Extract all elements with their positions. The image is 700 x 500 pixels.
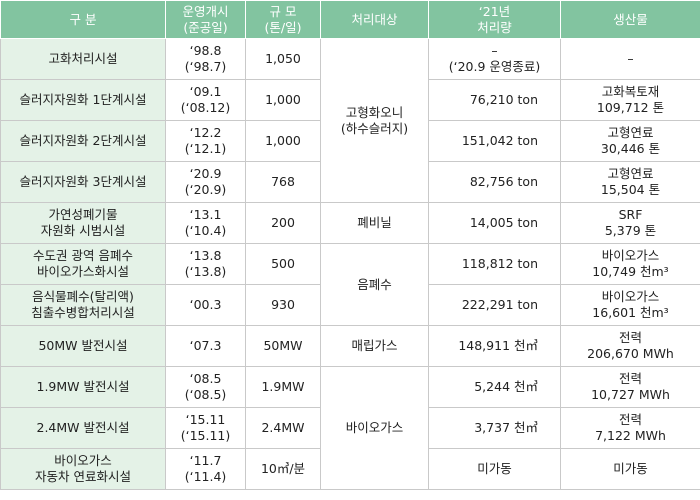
- target-cell: 음폐수: [320, 243, 429, 326]
- product-cell: 미가동: [560, 448, 700, 490]
- facility-cell: 가연성폐기물 자원화 시범시설: [0, 202, 166, 244]
- start-cell: ‘12.2 (‘12.1): [165, 120, 246, 162]
- start-cell: ‘15.11 (‘15.11): [165, 407, 246, 449]
- amount-cell: 222,291 ton: [428, 284, 561, 326]
- header-cell: 구 분: [0, 0, 166, 39]
- amount-cell: 미가동: [428, 448, 561, 490]
- capacity-cell: 1,000: [245, 79, 321, 121]
- amount-cell: 118,812 ton: [428, 243, 561, 285]
- product-cell: 전력 206,670 MWh: [560, 325, 700, 367]
- table-row: 2.4MW 발전시설 ‘15.11 (‘15.11) 2.4MW 3,737 천㎥ 전력…: [0, 407, 700, 449]
- capacity-cell: 1.9MW: [245, 366, 321, 408]
- product-cell: 바이오가스 16,601 천m³: [560, 284, 700, 326]
- table-row: 슬러지자원화 2단계시설 ‘12.2 (‘12.1) 1,000 151,042 to…: [0, 120, 700, 162]
- start-cell: ‘11.7 (‘11.4): [165, 448, 246, 490]
- start-cell: ‘00.3: [165, 284, 246, 326]
- table-row: 고화처리시설 ‘98.8 (‘98.7) 1,050 고형화오니 (하수슬러지) – (…: [0, 38, 700, 203]
- start-cell: ‘20.9 (‘20.9): [165, 161, 246, 203]
- facility-cell: 음식물폐수(탈리액) 침출수병합처리시설: [0, 284, 166, 326]
- header-cell: 운영개시 (준공일): [165, 0, 246, 39]
- header-cell: 처리대상: [320, 0, 429, 39]
- start-cell: ‘07.3: [165, 325, 246, 367]
- amount-cell: 14,005 ton: [428, 202, 561, 244]
- product-cell: SRF 5,379 톤: [560, 202, 700, 244]
- facility-cell: 50MW 발전시설: [0, 325, 166, 367]
- header-cell: 규 모 (톤/일): [245, 0, 321, 39]
- capacity-cell: 200: [245, 202, 321, 244]
- start-cell: ‘08.5 (‘08.5): [165, 366, 246, 408]
- product-cell: 전력 7,122 MWh: [560, 407, 700, 449]
- product-cell: 고화복토재 109,712 톤: [560, 79, 700, 121]
- header-row: 구 분 운영개시 (준공일) 규 모 (톤/일) 처리대상 ‘21년 처리량 생산물: [0, 0, 700, 39]
- target-cell: 고형화오니 (하수슬러지): [320, 38, 429, 203]
- start-cell: ‘13.1 (‘10.4): [165, 202, 246, 244]
- product-cell: 고형연료 15,504 톤: [560, 161, 700, 203]
- header-cell: 생산물: [560, 0, 700, 39]
- table-body: 고화처리시설 ‘98.8 (‘98.7) 1,050 고형화오니 (하수슬러지) – (…: [0, 38, 700, 490]
- header-cell: ‘21년 처리량: [428, 0, 561, 39]
- product-cell: 고형연료 30,446 톤: [560, 120, 700, 162]
- capacity-cell: 930: [245, 284, 321, 326]
- facility-cell: 수도권 광역 음폐수 바이오가스화시설: [0, 243, 166, 285]
- capacity-cell: 1,000: [245, 120, 321, 162]
- table-row: 슬러지자원화 3단계시설 ‘20.9 (‘20.9) 768 82,756 ton 고형…: [0, 161, 700, 203]
- facility-cell: 슬러지자원화 3단계시설: [0, 161, 166, 203]
- target-cell: 매립가스: [320, 325, 429, 367]
- product-cell: 바이오가스 10,749 천m³: [560, 243, 700, 285]
- table-row: 슬러지자원화 1단계시설 ‘09.1 (‘08.12) 1,000 76,210 to…: [0, 79, 700, 121]
- facility-cell: 2.4MW 발전시설: [0, 407, 166, 449]
- facility-cell: 1.9MW 발전시설: [0, 366, 166, 408]
- capacity-cell: 1,050: [245, 38, 321, 80]
- capacity-cell: 768: [245, 161, 321, 203]
- capacity-cell: 50MW: [245, 325, 321, 367]
- capacity-cell: 500: [245, 243, 321, 285]
- product-cell: 전력 10,727 MWh: [560, 366, 700, 408]
- capacity-cell: 2.4MW: [245, 407, 321, 449]
- amount-cell: 5,244 천㎥: [428, 366, 561, 408]
- table-row: 가연성폐기물 자원화 시범시설 ‘13.1 (‘10.4) 200 폐비닐 14,005…: [0, 202, 700, 244]
- start-cell: ‘13.8 (‘13.8): [165, 243, 246, 285]
- amount-cell: – (‘20.9 운영종료): [428, 38, 561, 80]
- amount-cell: 151,042 ton: [428, 120, 561, 162]
- table-row: 바이오가스 자동차 연료화시설 ‘11.7 (‘11.4) 10㎥/분 미가동 미가동: [0, 448, 700, 490]
- amount-cell: 76,210 ton: [428, 79, 561, 121]
- product-cell: –: [560, 38, 700, 80]
- table-row: 수도권 광역 음폐수 바이오가스화시설 ‘13.8 (‘13.8) 500 음폐수 11…: [0, 243, 700, 326]
- facility-cell: 슬러지자원화 2단계시설: [0, 120, 166, 162]
- amount-cell: 148,911 천㎥: [428, 325, 561, 367]
- amount-cell: 82,756 ton: [428, 161, 561, 203]
- start-cell: ‘09.1 (‘08.12): [165, 79, 246, 121]
- amount-cell: 3,737 천㎥: [428, 407, 561, 449]
- target-cell: 바이오가스: [320, 366, 429, 490]
- start-cell: ‘98.8 (‘98.7): [165, 38, 246, 80]
- capacity-cell: 10㎥/분: [245, 448, 321, 490]
- table-row: 1.9MW 발전시설 ‘08.5 (‘08.5) 1.9MW 바이오가스 5,244 천…: [0, 366, 700, 490]
- target-cell: 폐비닐: [320, 202, 429, 244]
- facility-cell: 슬러지자원화 1단계시설: [0, 79, 166, 121]
- facility-cell: 고화처리시설: [0, 38, 166, 80]
- facility-cell: 바이오가스 자동차 연료화시설: [0, 448, 166, 490]
- table-row: 50MW 발전시설 ‘07.3 50MW 매립가스 148,911 천㎥ 전력 206,6…: [0, 325, 700, 367]
